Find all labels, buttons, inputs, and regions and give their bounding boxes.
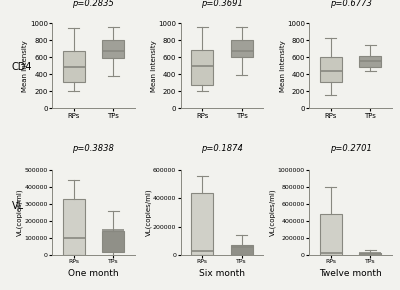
PathPatch shape bbox=[191, 193, 213, 255]
Text: p=0.1874: p=0.1874 bbox=[201, 144, 243, 153]
PathPatch shape bbox=[191, 50, 213, 85]
Text: p=0.3838: p=0.3838 bbox=[72, 144, 114, 153]
PathPatch shape bbox=[320, 57, 342, 82]
Text: p=0.3691: p=0.3691 bbox=[201, 0, 243, 8]
Text: p=0.2701: p=0.2701 bbox=[330, 144, 372, 153]
Y-axis label: Mean Intensity: Mean Intensity bbox=[151, 40, 157, 92]
Text: VL: VL bbox=[12, 201, 24, 211]
Text: p=0.2835: p=0.2835 bbox=[72, 0, 114, 8]
X-axis label: One month: One month bbox=[68, 269, 119, 278]
X-axis label: Six month: Six month bbox=[199, 269, 245, 278]
Y-axis label: Mean Intensity: Mean Intensity bbox=[22, 40, 28, 92]
Y-axis label: VL(copies/ml): VL(copies/ml) bbox=[16, 189, 23, 236]
X-axis label: Twelve month: Twelve month bbox=[319, 269, 382, 278]
Y-axis label: Mean Intensity: Mean Intensity bbox=[280, 40, 286, 92]
PathPatch shape bbox=[63, 51, 84, 82]
PathPatch shape bbox=[102, 231, 124, 252]
PathPatch shape bbox=[63, 199, 84, 255]
PathPatch shape bbox=[320, 214, 342, 255]
Text: p=0.6773: p=0.6773 bbox=[330, 0, 372, 8]
Text: CD4: CD4 bbox=[12, 62, 32, 72]
Y-axis label: VL(copies/ml): VL(copies/ml) bbox=[270, 189, 276, 236]
PathPatch shape bbox=[231, 40, 253, 57]
PathPatch shape bbox=[360, 253, 381, 255]
PathPatch shape bbox=[360, 56, 381, 67]
PathPatch shape bbox=[102, 40, 124, 58]
PathPatch shape bbox=[231, 245, 253, 255]
Y-axis label: VL(copies/ml): VL(copies/ml) bbox=[145, 189, 152, 236]
